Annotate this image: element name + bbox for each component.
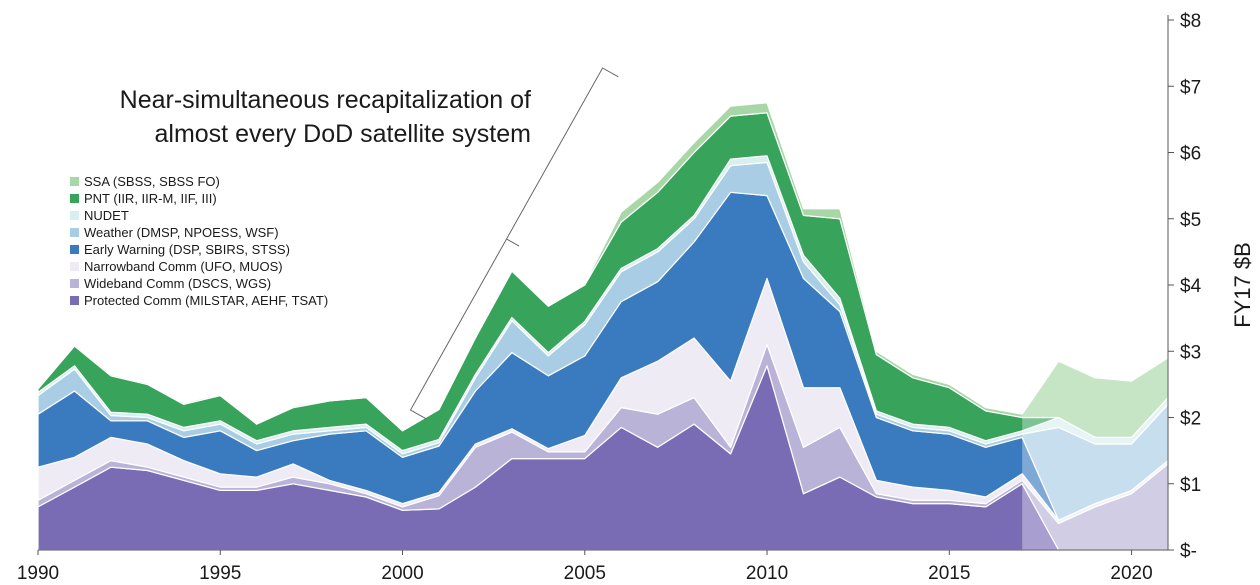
- bracket-line: [409, 67, 619, 420]
- legend-label-weather: Weather (DMSP, NPOESS, WSF): [84, 225, 279, 240]
- legend-label-wideband-comm: Wideband Comm (DSCS, WGS): [84, 276, 271, 291]
- legend-label-pnt: PNT (IIR, IIR-M, IIF, III): [84, 191, 217, 206]
- legend-label-narrowband-comm: Narrowband Comm (UFO, MUOS): [84, 259, 283, 274]
- annotation-text: Near-simultaneous recapitalization of alm…: [120, 86, 531, 148]
- y-tick-label: $-: [1180, 541, 1197, 562]
- projection-wash: [1022, 20, 1168, 550]
- x-tick-label: 2020: [1110, 563, 1152, 584]
- y-tick-label: $3: [1180, 342, 1201, 363]
- projection-overlay: [1022, 20, 1168, 550]
- y-tick-label: $6: [1180, 144, 1201, 165]
- annotation-line: almost every DoD satellite system: [154, 120, 531, 148]
- legend-swatch-narrowband-comm: [70, 262, 79, 271]
- legend-label-protected-comm: Protected Comm (MILSTAR, AEHF, TSAT): [84, 293, 328, 308]
- legend-swatch-weather: [70, 228, 79, 237]
- y-tick-label: $1: [1180, 475, 1201, 496]
- legend-swatch-early-warning: [70, 245, 79, 254]
- legend-label-ssa: SSA (SBSS, SBSS FO): [84, 174, 220, 189]
- axes: $- $1 $2 $3 $4 $5 $6 $7 $8 1990 1995 2000 2005 2010 20…: [17, 11, 1255, 584]
- legend-swatch-wideband-comm: [70, 279, 79, 288]
- x-tick-label: 1995: [199, 563, 241, 584]
- y-tick-label: $2: [1180, 409, 1201, 430]
- y-tick-label: $4: [1180, 276, 1202, 297]
- legend-swatch-protected-comm: [70, 296, 79, 305]
- legend: SSA (SBSS, SBSS FO) PNT (IIR, IIR-M, IIF,…: [70, 174, 328, 308]
- y-axis-title: FY17 $B: [1230, 242, 1255, 328]
- legend-swatch-pnt: [70, 194, 79, 203]
- x-tick-label: 1990: [17, 563, 59, 584]
- stacked-areas: [37, 102, 1169, 551]
- legend-swatch-nudet: [70, 211, 79, 220]
- x-tick-label: 2010: [746, 563, 788, 584]
- annotation-line: Near-simultaneous recapitalization of: [120, 86, 531, 114]
- x-tick-label: 2000: [381, 563, 423, 584]
- x-tick-label: 2005: [564, 563, 606, 584]
- recapitalization-bracket: [409, 67, 619, 420]
- y-tick-label: $8: [1180, 11, 1201, 32]
- legend-label-early-warning: Early Warning (DSP, SBIRS, STSS): [84, 242, 290, 257]
- x-tick-label: 2015: [928, 563, 970, 584]
- y-tick-label: $5: [1180, 210, 1201, 231]
- legend-label-nudet: NUDET: [84, 208, 129, 223]
- y-tick-label: $7: [1180, 77, 1201, 98]
- legend-swatch-ssa: [70, 177, 79, 186]
